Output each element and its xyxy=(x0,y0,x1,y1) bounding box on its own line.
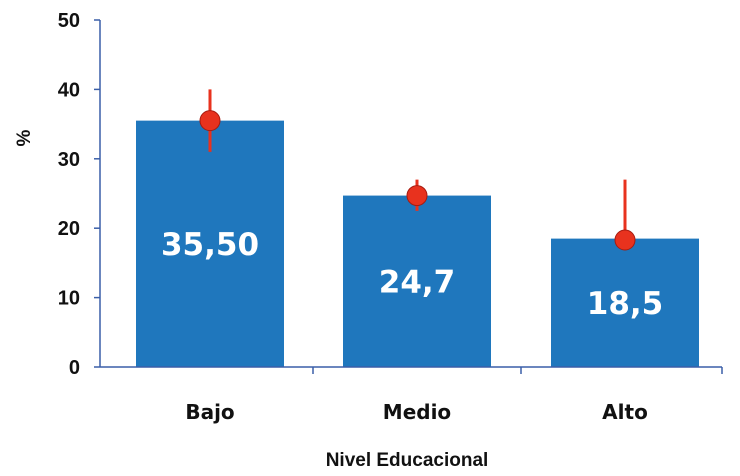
y-tick-label-20: 20 xyxy=(58,218,80,240)
x-tick-label-bajo: Bajo xyxy=(185,400,234,424)
y-axis-title: % xyxy=(14,129,35,146)
axes-group xyxy=(94,19,723,374)
x-axis-title: Nivel Educacional xyxy=(326,450,489,471)
markers-group xyxy=(199,110,636,251)
x-tick-label-alto: Alto xyxy=(602,400,648,424)
data-label-bajo: 35,50 xyxy=(161,227,259,263)
x-tick-label-medio: Medio xyxy=(383,400,451,424)
data-label-alto: 18,5 xyxy=(587,286,664,322)
marker-bajo xyxy=(199,110,221,132)
y-tick-label-30: 30 xyxy=(58,149,80,171)
bars-group xyxy=(136,120,699,367)
labels-group: 35,50 24,7 18,5 0 10 20 30 40 50 Bajo Medio Alto xyxy=(58,10,664,424)
marker-medio xyxy=(406,185,428,207)
data-label-medio: 24,7 xyxy=(379,264,456,300)
y-tick-label-40: 40 xyxy=(58,79,80,101)
bar-bajo xyxy=(136,120,284,367)
y-tick-label-10: 10 xyxy=(58,288,80,310)
bar-medio xyxy=(343,195,491,367)
y-tick-label-0: 0 xyxy=(69,357,80,379)
bar-alto xyxy=(551,238,699,367)
y-tick-label-50: 50 xyxy=(58,10,80,32)
marker-alto xyxy=(614,229,636,251)
